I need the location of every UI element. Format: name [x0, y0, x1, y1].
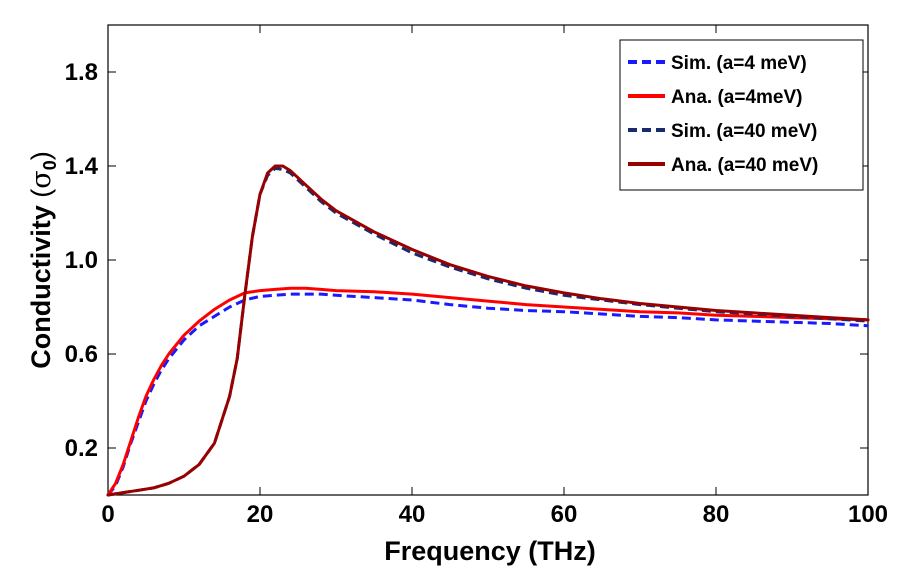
- x-tick-label: 20: [247, 501, 274, 528]
- x-axis-title: Frequency (THz): [384, 536, 596, 566]
- series-line-2: [106, 286, 870, 497]
- legend-label: Sim. (a=40 meV): [671, 121, 817, 142]
- svg-text:Conductivity (σ0): Conductivity (σ0): [26, 151, 60, 368]
- series-lines: [106, 164, 870, 497]
- y-tick-label: 0.6: [65, 341, 98, 368]
- y-tick-label: 1.8: [65, 59, 98, 86]
- legend-label: Ana. (a=40 meV): [671, 155, 818, 176]
- y-tick-label: 0.2: [65, 435, 98, 462]
- series-line-4: [106, 164, 870, 497]
- x-tick-label: 100: [848, 501, 888, 528]
- legend-label: Ana. (a=4meV): [671, 87, 802, 108]
- legend-label: Sim. (a=4 meV): [671, 53, 807, 74]
- series-line-1: [106, 292, 869, 496]
- y-tick-label: 1.0: [65, 247, 98, 274]
- y-axis-title-text: Conductivity: [26, 205, 56, 369]
- series-line-3: [107, 166, 869, 497]
- x-tick-label: 60: [551, 501, 578, 528]
- y-axis-title: Conductivity (σ0): [26, 151, 60, 368]
- axis-ticks: [107, 25, 869, 495]
- y-tick-label: 1.4: [65, 153, 99, 180]
- x-tick-label: 0: [101, 501, 114, 528]
- y-axis-unit-symbol: σ: [26, 170, 57, 188]
- legend: Sim. (a=4 meV) Ana. (a=4meV) Sim. (a=40 me…: [619, 39, 864, 191]
- tick-labels: 0 20 40 60 80 100 0.2 0.6 1.0 1.4 1.8: [65, 59, 888, 528]
- y-axis-unit-subscript: 0: [40, 160, 60, 170]
- x-tick-label: 40: [399, 501, 426, 528]
- x-tick-label: 80: [703, 501, 730, 528]
